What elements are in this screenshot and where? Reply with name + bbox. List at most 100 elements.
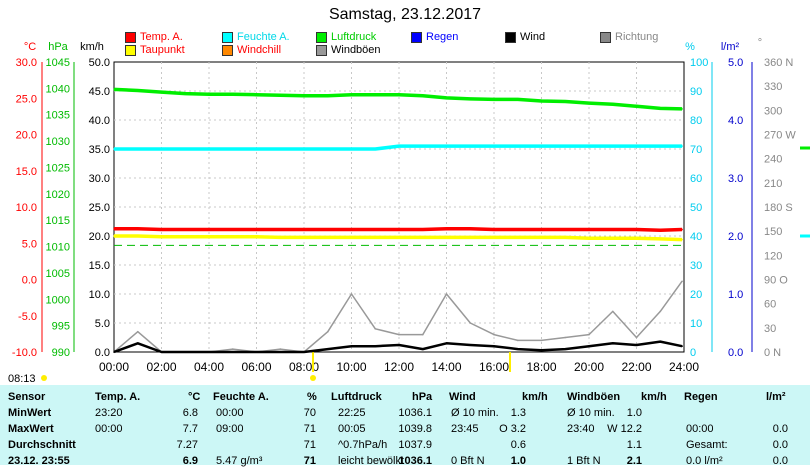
header-humidity: Feuchte A. <box>213 391 269 403</box>
data-point-feuchte-a- <box>588 145 590 147</box>
header-gust: Windböen <box>567 391 621 403</box>
table-cell-wind_v: 1.3 <box>510 407 526 419</box>
tick-rain: 0.0 <box>728 347 743 359</box>
table-cell-hum_t: 5.47 g/m³ <box>216 455 263 467</box>
tick-rain: 1.0 <box>728 289 743 301</box>
legend-swatch <box>600 31 611 43</box>
table-cell-press_v: 1036.1 <box>398 407 432 419</box>
legend-item-richtung: Richtung <box>600 31 658 43</box>
data-point-taupunkt <box>469 236 472 239</box>
header-rain-unit: l/m² <box>766 391 786 403</box>
table-cell-temp_t: 00:00 <box>95 423 123 435</box>
data-point-wind <box>374 345 377 348</box>
data-point-temp-a- <box>113 227 115 230</box>
table-cell-press_v: 1037.9 <box>398 439 432 451</box>
data-point-temp-a- <box>516 228 519 231</box>
legend-item-feuchte-a-: Feuchte A. <box>222 31 290 43</box>
tick-temp: -5.0 <box>18 311 37 323</box>
tick-time: 10:00 <box>336 360 366 374</box>
tick-pressure: 1015 <box>46 215 70 227</box>
tick-pressure: 1000 <box>46 294 70 306</box>
data-point-taupunkt <box>659 238 662 240</box>
data-point-windböen <box>635 336 638 339</box>
legend-swatch <box>316 31 327 43</box>
table-cell-hum_v: 71 <box>303 439 316 451</box>
data-point-taupunkt <box>326 236 329 239</box>
legend-swatch <box>316 44 327 56</box>
tick-direction: 150 <box>764 226 782 238</box>
sun-marker-icon <box>310 375 316 381</box>
data-point-luftdruck <box>611 103 614 105</box>
data-point-taupunkt <box>255 235 258 238</box>
data-point-feuchte-a- <box>303 148 305 150</box>
header-temp-unit: °C <box>188 391 201 403</box>
tick-time: 02:00 <box>146 360 176 374</box>
tick-temp: 0.0 <box>22 275 37 287</box>
data-point-wind <box>208 351 210 353</box>
tick-wind: 30.0 <box>89 173 110 185</box>
tick-pressure: 1045 <box>46 57 70 69</box>
table-cell-rain_v: 0.0 <box>772 423 788 435</box>
data-point-windböen <box>326 330 329 333</box>
data-point-wind <box>350 345 353 348</box>
data-point-feuchte-a- <box>255 148 258 150</box>
legend-item-luftdruck: Luftdruck <box>316 31 376 43</box>
tick-time: 08:00 <box>289 360 319 374</box>
tick-time: 12:00 <box>384 360 414 374</box>
tick-direction: 90 O <box>764 275 788 287</box>
data-point-luftdruck <box>493 98 495 101</box>
tick-rain: 4.0 <box>728 115 743 127</box>
legend-label: Luftdruck <box>331 31 377 43</box>
tick-time: 14:00 <box>431 360 461 374</box>
sunrise-icon <box>41 375 47 381</box>
data-point-wind <box>421 348 424 350</box>
data-point-luftdruck <box>635 105 638 108</box>
data-point-wind <box>469 344 472 346</box>
data-point-wind <box>681 345 683 348</box>
tick-temp: -10.0 <box>12 347 37 359</box>
data-point-temp-a- <box>564 228 567 231</box>
data-point-wind <box>326 348 329 350</box>
data-point-temp-a- <box>681 228 683 231</box>
legend-item-regen: Regen <box>411 31 458 43</box>
table-cell-hum_v: 71 <box>303 455 316 467</box>
legend-label: Wind <box>520 31 546 43</box>
data-point-windböen <box>588 333 590 336</box>
data-point-feuchte-a- <box>113 148 115 150</box>
tick-direction: 300 <box>764 105 782 117</box>
legend-swatch <box>411 31 422 43</box>
data-point-temp-a- <box>136 227 139 230</box>
legend-swatch <box>505 31 516 43</box>
tick-humidity: 40 <box>690 231 702 243</box>
table-cell-press_v: 1039.8 <box>398 423 432 435</box>
tick-direction: 30 <box>764 323 776 335</box>
data-point-luftdruck <box>350 93 353 96</box>
data-point-windböen <box>421 333 424 336</box>
legend-label: Temp. A. <box>140 31 183 43</box>
data-point-wind <box>588 345 590 348</box>
data-point-windböen <box>136 330 139 333</box>
data-point-taupunkt <box>635 237 638 239</box>
data-point-feuchte-a- <box>326 148 329 150</box>
data-point-wind <box>540 349 543 352</box>
table-cell-gust_v: 1.1 <box>626 439 642 451</box>
axis-unit-direction: ° <box>758 37 762 49</box>
table-cell-temp_v: 7.27 <box>176 439 198 451</box>
data-point-feuchte-a- <box>493 145 495 147</box>
data-point-windböen <box>659 310 662 313</box>
header-pressure-unit: hPa <box>412 391 433 403</box>
data-point-wind <box>493 345 495 348</box>
table-cell-wind_v: O 3.2 <box>499 423 526 435</box>
data-point-taupunkt <box>540 236 543 239</box>
data-point-taupunkt <box>611 237 614 239</box>
tick-humidity: 80 <box>690 115 702 127</box>
legend-item-windböen: Windböen <box>316 44 381 56</box>
data-point-feuchte-a- <box>374 148 377 150</box>
tick-humidity: 90 <box>690 86 702 98</box>
tick-pressure: 995 <box>52 321 70 333</box>
data-point-windböen <box>350 293 353 295</box>
data-point-feuchte-a- <box>350 148 353 150</box>
tick-direction: 360 N <box>764 57 793 69</box>
legend-label: Windchill <box>237 44 282 56</box>
tick-direction: 210 <box>764 178 782 190</box>
